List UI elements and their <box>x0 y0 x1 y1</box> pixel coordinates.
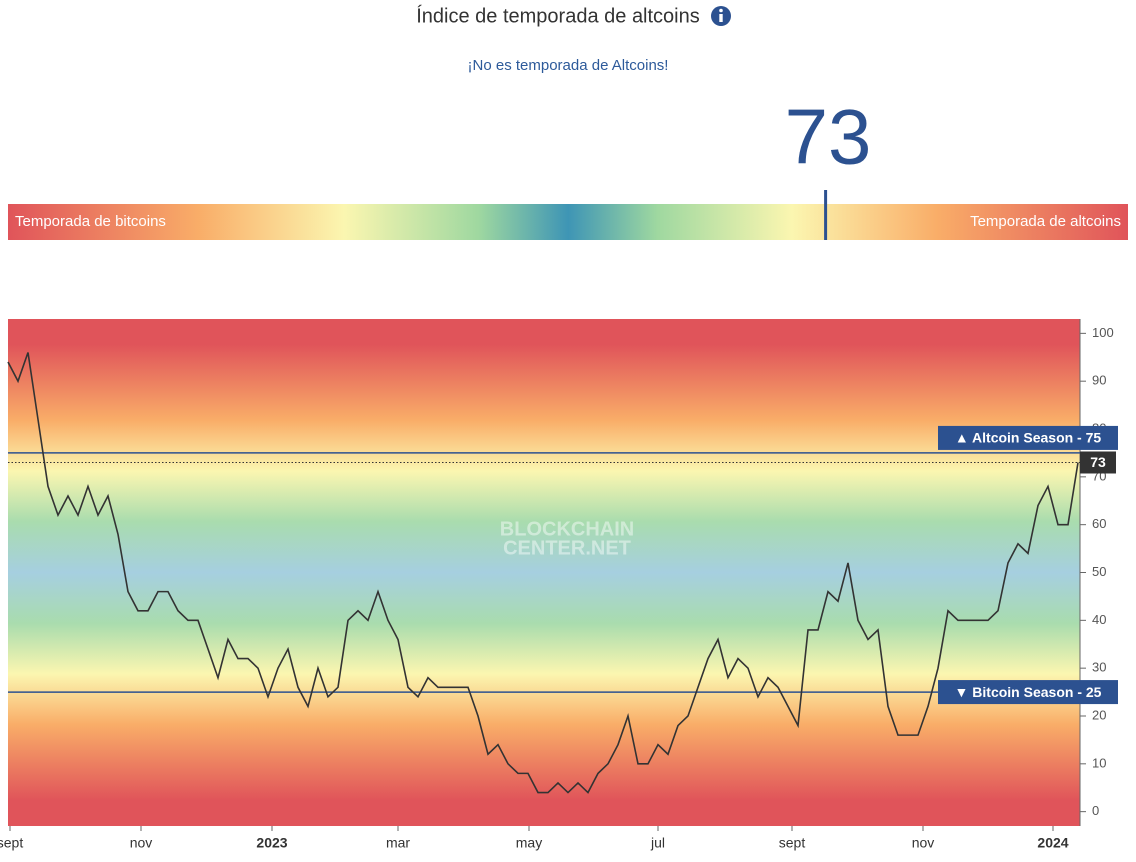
current-label-box <box>1080 451 1116 474</box>
reference-label: ▲ Altcoin Season - 75 <box>955 430 1102 446</box>
gauge-right-label: Temporada de altcoins <box>970 213 1121 230</box>
x-tick-label: may <box>516 835 542 851</box>
y-tick-label: 10 <box>1092 755 1106 770</box>
x-tick-label: sept <box>779 835 806 851</box>
y-tick-label: 30 <box>1092 660 1106 675</box>
x-tick-label: 2024 <box>1037 835 1068 851</box>
y-tick-label: 90 <box>1092 373 1106 388</box>
gauge-left-label: Temporada de bitcoins <box>15 213 166 230</box>
y-tick-label: 0 <box>1092 803 1099 818</box>
x-tick-label: mar <box>386 835 410 851</box>
y-tick-label: 20 <box>1092 707 1106 722</box>
x-tick-label: 2023 <box>256 835 287 851</box>
plot-background <box>8 319 1080 826</box>
y-tick-label: 100 <box>1092 325 1114 340</box>
watermark: CENTER.NET <box>503 537 631 559</box>
y-tick-label: 50 <box>1092 564 1106 579</box>
title: Índice de temporada de altcoins <box>416 4 700 27</box>
x-tick-label: sept <box>0 835 23 851</box>
index-value: 73 <box>785 93 872 181</box>
reference-label-box <box>938 680 1118 705</box>
subtitle: ¡No es temporada de Altcoins! <box>468 57 669 74</box>
info-icon[interactable] <box>711 6 731 26</box>
x-tick-label: jul <box>650 835 665 851</box>
y-tick-label: 60 <box>1092 516 1106 531</box>
x-tick-label: nov <box>130 835 153 851</box>
reference-label: ▼ Bitcoin Season - 25 <box>955 684 1102 700</box>
gauge-bar <box>8 204 1128 240</box>
x-tick-label: nov <box>912 835 935 851</box>
reference-label-box <box>938 425 1118 450</box>
y-tick-label: 40 <box>1092 612 1106 627</box>
watermark: BLOCKCHAIN <box>500 518 634 540</box>
data-line <box>7 352 1079 794</box>
current-label: 73 <box>1090 454 1106 470</box>
